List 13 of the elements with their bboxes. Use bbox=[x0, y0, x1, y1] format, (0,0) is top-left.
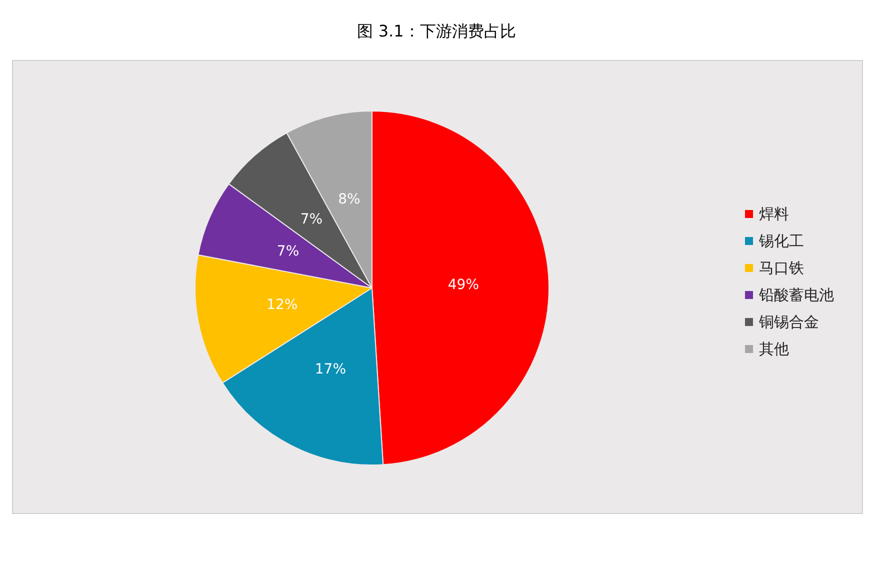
legend-label: 铜锡合金 bbox=[758, 313, 819, 331]
data-label: 7% bbox=[276, 244, 300, 260]
legend-label: 铅酸蓄电池 bbox=[758, 286, 834, 304]
legend-label: 马口铁 bbox=[759, 259, 804, 277]
legend-label: 焊料 bbox=[759, 205, 789, 223]
data-label: 17% bbox=[314, 362, 346, 378]
data-label: 12% bbox=[266, 297, 298, 314]
chart-title: 图 3.1：下游消费占比 bbox=[357, 22, 516, 40]
data-label: 7% bbox=[300, 211, 323, 228]
legend-label: 其他 bbox=[759, 340, 789, 358]
legend-label: 锡化工 bbox=[758, 232, 804, 250]
data-label: 49% bbox=[448, 277, 480, 294]
data-label: 8% bbox=[338, 191, 360, 208]
